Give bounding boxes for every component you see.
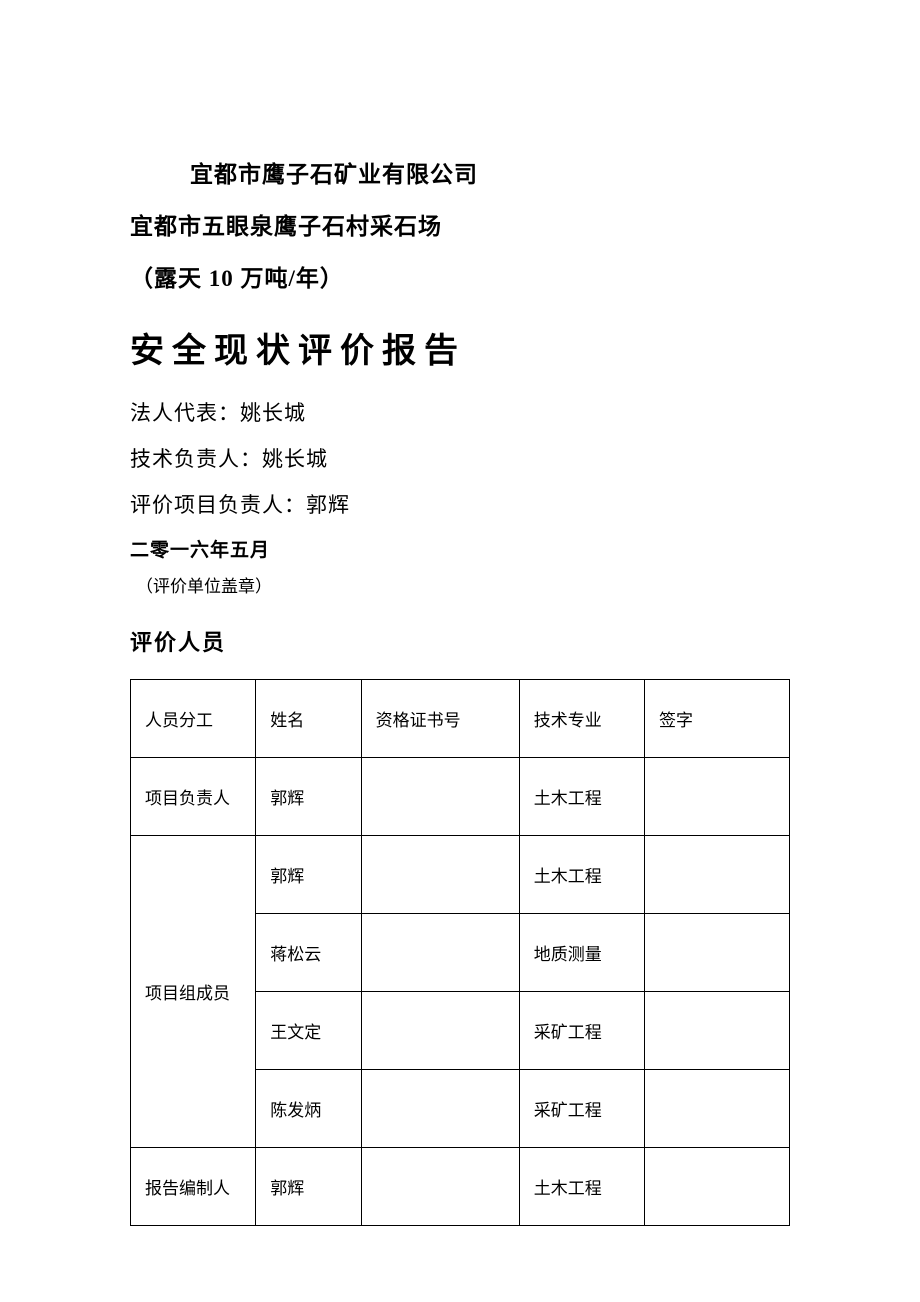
company-name: 宜都市鹰子石矿业有限公司 bbox=[190, 155, 790, 189]
cell-cert bbox=[361, 836, 519, 914]
section-title: 评价人员 bbox=[130, 625, 790, 657]
personnel-table: 人员分工 姓名 资格证书号 技术专业 签字 项目负责人 郭辉 土木工程 项目组成… bbox=[130, 679, 790, 1226]
cell-cert bbox=[361, 758, 519, 836]
cell-role: 项目负责人 bbox=[131, 758, 256, 836]
project-lead-line: 评价项目负责人：郭辉 bbox=[130, 489, 790, 519]
cell-role: 报告编制人 bbox=[131, 1148, 256, 1226]
cell-name: 郭辉 bbox=[256, 1148, 361, 1226]
cell-name: 陈发炳 bbox=[256, 1070, 361, 1148]
legal-rep-line: 法人代表：姚长城 bbox=[130, 397, 790, 427]
tech-lead-label: 技术负责人： bbox=[130, 447, 262, 471]
cell-name: 郭辉 bbox=[256, 758, 361, 836]
cell-cert bbox=[361, 914, 519, 992]
col-header-name: 姓名 bbox=[256, 680, 361, 758]
cell-role-merged: 项目组成员 bbox=[131, 836, 256, 1148]
cell-cert bbox=[361, 1148, 519, 1226]
tech-lead-value: 姚长城 bbox=[262, 447, 328, 471]
cell-major: 土木工程 bbox=[519, 758, 644, 836]
cell-sign bbox=[645, 992, 790, 1070]
cell-name: 王文定 bbox=[256, 992, 361, 1070]
project-lead-label: 评价项目负责人： bbox=[130, 493, 306, 517]
cell-major: 采矿工程 bbox=[519, 1070, 644, 1148]
cell-name: 郭辉 bbox=[256, 836, 361, 914]
cell-sign bbox=[645, 914, 790, 992]
cell-sign bbox=[645, 1148, 790, 1226]
cell-major: 地质测量 bbox=[519, 914, 644, 992]
table-row: 项目组成员 郭辉 土木工程 bbox=[131, 836, 790, 914]
col-header-sign: 签字 bbox=[645, 680, 790, 758]
table-row: 报告编制人 郭辉 土木工程 bbox=[131, 1148, 790, 1226]
cell-name: 蒋松云 bbox=[256, 914, 361, 992]
table-row: 项目负责人 郭辉 土木工程 bbox=[131, 758, 790, 836]
cell-cert bbox=[361, 1070, 519, 1148]
cell-major: 采矿工程 bbox=[519, 992, 644, 1070]
col-header-major: 技术专业 bbox=[519, 680, 644, 758]
cell-sign bbox=[645, 758, 790, 836]
seal-note: （评价单位盖章） bbox=[136, 572, 790, 597]
legal-rep-label: 法人代表： bbox=[130, 401, 240, 425]
cell-sign bbox=[645, 1070, 790, 1148]
site-name: 宜都市五眼泉鹰子石村采石场 bbox=[130, 207, 790, 241]
legal-rep-value: 姚长城 bbox=[240, 401, 306, 425]
table-header-row: 人员分工 姓名 资格证书号 技术专业 签字 bbox=[131, 680, 790, 758]
report-title: 安全现状评价报告 bbox=[130, 323, 790, 372]
cell-cert bbox=[361, 992, 519, 1070]
capacity-line: （露天 10 万吨/年） bbox=[130, 259, 790, 293]
project-lead-value: 郭辉 bbox=[306, 493, 350, 517]
col-header-role: 人员分工 bbox=[131, 680, 256, 758]
report-date: 二零一六年五月 bbox=[130, 535, 790, 562]
cell-major: 土木工程 bbox=[519, 836, 644, 914]
cell-major: 土木工程 bbox=[519, 1148, 644, 1226]
cell-sign bbox=[645, 836, 790, 914]
tech-lead-line: 技术负责人：姚长城 bbox=[130, 443, 790, 473]
col-header-cert: 资格证书号 bbox=[361, 680, 519, 758]
